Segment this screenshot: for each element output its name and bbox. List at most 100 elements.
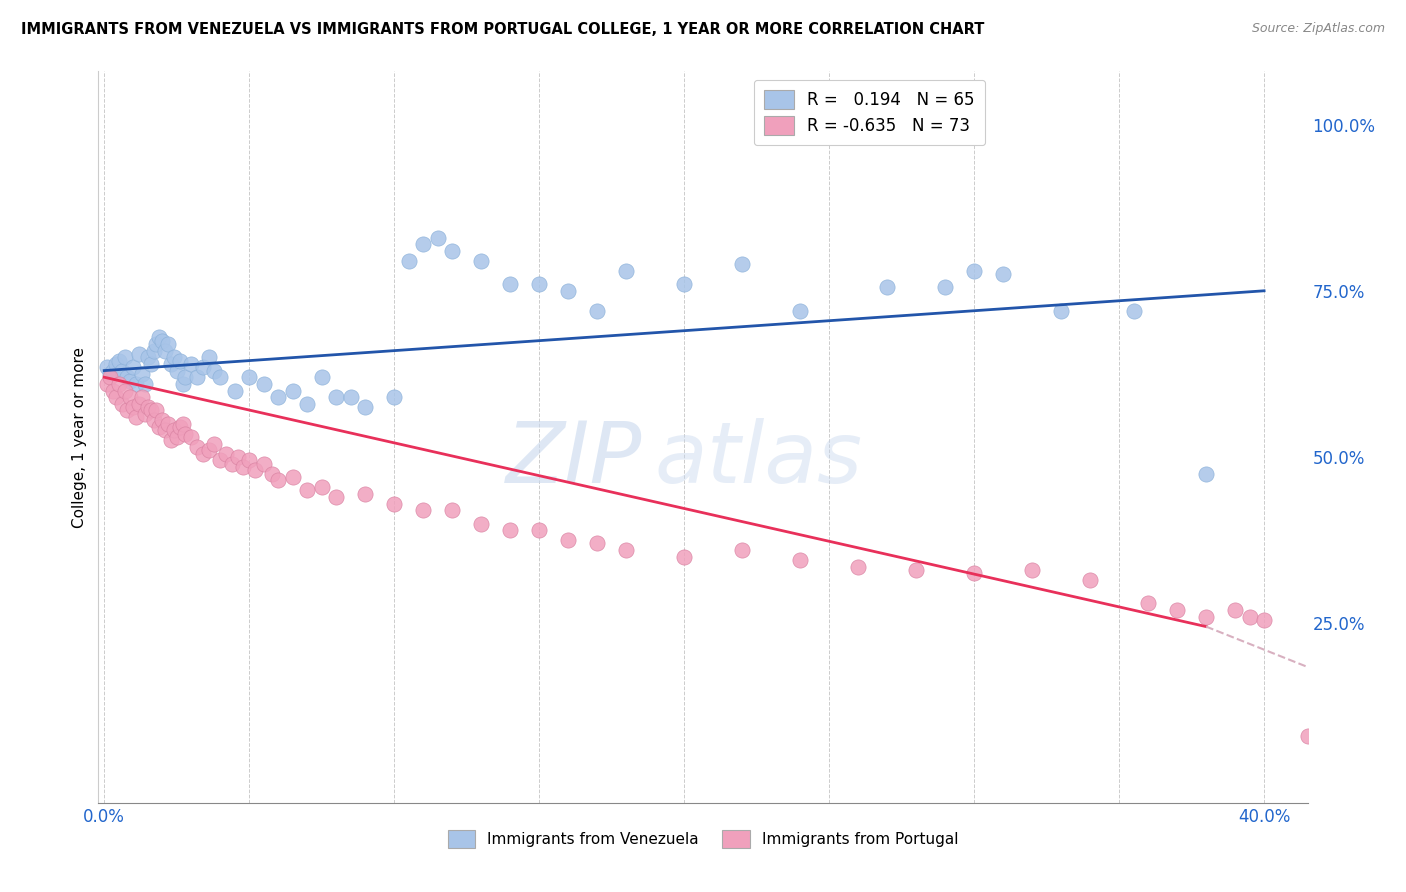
Point bbox=[98, 367, 121, 381]
Point bbox=[499, 277, 522, 292]
Point bbox=[166, 363, 188, 377]
Point bbox=[156, 337, 179, 351]
Point bbox=[120, 390, 142, 404]
Point bbox=[527, 277, 550, 292]
Point bbox=[382, 497, 405, 511]
Point bbox=[1166, 603, 1188, 617]
Point bbox=[174, 426, 197, 441]
Point bbox=[104, 390, 127, 404]
Point bbox=[186, 440, 208, 454]
Point bbox=[114, 384, 136, 398]
Point bbox=[789, 553, 811, 567]
Point bbox=[232, 460, 254, 475]
Point bbox=[191, 447, 214, 461]
Point bbox=[789, 303, 811, 318]
Point bbox=[295, 397, 318, 411]
Point bbox=[253, 457, 276, 471]
Point bbox=[470, 253, 492, 268]
Point bbox=[186, 370, 208, 384]
Point bbox=[122, 400, 145, 414]
Point bbox=[295, 483, 318, 498]
Point bbox=[136, 351, 159, 365]
Text: IMMIGRANTS FROM VENEZUELA VS IMMIGRANTS FROM PORTUGAL COLLEGE, 1 YEAR OR MORE CO: IMMIGRANTS FROM VENEZUELA VS IMMIGRANTS … bbox=[21, 22, 984, 37]
Point bbox=[197, 351, 219, 365]
Point bbox=[169, 420, 191, 434]
Point bbox=[139, 357, 162, 371]
Point bbox=[215, 447, 238, 461]
Point bbox=[325, 490, 347, 504]
Point bbox=[470, 516, 492, 531]
Point bbox=[1137, 596, 1160, 610]
Point bbox=[101, 384, 124, 398]
Point bbox=[209, 453, 232, 467]
Point bbox=[136, 400, 159, 414]
Point bbox=[354, 486, 377, 500]
Point bbox=[262, 467, 284, 481]
Point bbox=[354, 400, 377, 414]
Point bbox=[150, 413, 173, 427]
Point bbox=[557, 284, 579, 298]
Point bbox=[846, 559, 869, 574]
Point bbox=[1296, 729, 1319, 743]
Point bbox=[172, 376, 194, 391]
Point bbox=[499, 523, 522, 537]
Point bbox=[131, 367, 153, 381]
Point bbox=[202, 363, 225, 377]
Point bbox=[110, 363, 132, 377]
Point bbox=[128, 347, 150, 361]
Point bbox=[311, 370, 333, 384]
Point bbox=[156, 417, 179, 431]
Point bbox=[221, 457, 243, 471]
Point bbox=[145, 337, 167, 351]
Point bbox=[117, 403, 139, 417]
Point bbox=[253, 376, 276, 391]
Point bbox=[107, 353, 129, 368]
Point bbox=[1340, 716, 1362, 731]
Point bbox=[1122, 303, 1144, 318]
Point bbox=[441, 503, 464, 517]
Point bbox=[243, 463, 266, 477]
Point bbox=[963, 566, 986, 581]
Point bbox=[110, 397, 132, 411]
Point bbox=[557, 533, 579, 548]
Point bbox=[148, 330, 170, 344]
Point bbox=[148, 420, 170, 434]
Point bbox=[224, 384, 246, 398]
Point bbox=[104, 357, 127, 371]
Text: Source: ZipAtlas.com: Source: ZipAtlas.com bbox=[1251, 22, 1385, 36]
Point bbox=[134, 376, 156, 391]
Point bbox=[934, 280, 956, 294]
Point bbox=[122, 360, 145, 375]
Point bbox=[98, 370, 121, 384]
Point bbox=[120, 374, 142, 388]
Point bbox=[238, 453, 260, 467]
Point bbox=[673, 277, 696, 292]
Point bbox=[1239, 609, 1261, 624]
Point bbox=[527, 523, 550, 537]
Point bbox=[169, 353, 191, 368]
Point bbox=[131, 390, 153, 404]
Point bbox=[876, 280, 898, 294]
Point bbox=[731, 257, 754, 271]
Point bbox=[963, 264, 986, 278]
Point bbox=[441, 244, 464, 258]
Point bbox=[586, 303, 609, 318]
Point bbox=[238, 370, 260, 384]
Point bbox=[160, 434, 183, 448]
Point bbox=[142, 413, 165, 427]
Point bbox=[991, 267, 1014, 281]
Point bbox=[1195, 609, 1218, 624]
Legend: Immigrants from Venezuela, Immigrants from Portugal: Immigrants from Venezuela, Immigrants fr… bbox=[441, 824, 965, 854]
Point bbox=[281, 470, 304, 484]
Point bbox=[267, 473, 290, 487]
Point bbox=[139, 403, 162, 417]
Point bbox=[174, 370, 197, 384]
Point bbox=[163, 424, 186, 438]
Point bbox=[1021, 563, 1043, 577]
Point bbox=[197, 443, 219, 458]
Point bbox=[117, 370, 139, 384]
Point bbox=[281, 384, 304, 398]
Point bbox=[163, 351, 186, 365]
Point bbox=[202, 436, 225, 450]
Point bbox=[153, 424, 176, 438]
